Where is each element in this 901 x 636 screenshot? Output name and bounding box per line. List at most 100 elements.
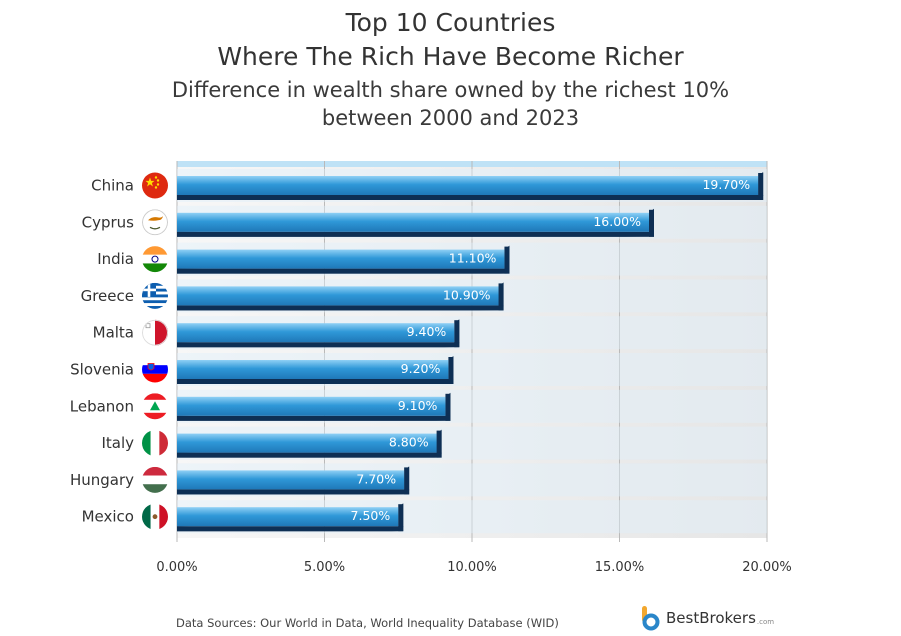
- bar-slovenia: [177, 360, 449, 379]
- flag-part: [142, 319, 155, 346]
- flag-map: [148, 216, 163, 221]
- bar-india: [177, 249, 505, 269]
- flag-fill: [142, 172, 168, 199]
- bar-bottom: [177, 526, 404, 532]
- chart-title-line-2: Where The Rich Have Become Richer: [217, 42, 684, 71]
- bar-mexico: [177, 507, 399, 527]
- bar-bottom: [177, 415, 451, 421]
- category-label: Italy: [101, 434, 134, 452]
- bar-side: [454, 320, 460, 348]
- flag-fill: [142, 209, 168, 236]
- brand-logo: BestBrokers .com: [640, 604, 774, 632]
- flag-fill: [142, 356, 168, 383]
- mexico-flag-icon: [142, 503, 168, 530]
- flag-part: [142, 356, 168, 366]
- x-tick-label: 0.00%: [156, 560, 197, 575]
- flag-branch: [149, 226, 161, 230]
- flag-part: [142, 373, 168, 383]
- flag-fill: [142, 282, 168, 309]
- flag-part: [142, 412, 168, 420]
- flag-fill: [142, 430, 168, 457]
- flag-border: [142, 209, 168, 236]
- flag-shield: [147, 363, 155, 371]
- flag-part: [142, 503, 151, 530]
- bar-value-label: 7.50%: [351, 508, 391, 523]
- flag-part: [142, 430, 151, 457]
- bar-side: [404, 467, 410, 495]
- bar-value-label: 8.80%: [389, 435, 429, 450]
- bar-bottom: [177, 195, 764, 200]
- flag-part: [142, 466, 168, 476]
- flag-part: [142, 263, 168, 273]
- bar-side: [445, 393, 451, 421]
- slovenia-flag-icon: [142, 356, 168, 383]
- brand-name: BestBrokers: [666, 609, 756, 627]
- flag-fill: [142, 393, 168, 420]
- data-source-note: Data Sources: Our World in Data, World I…: [176, 616, 559, 630]
- bar-bottom: [177, 231, 654, 237]
- bar-side: [448, 357, 454, 384]
- flag-part: [159, 503, 168, 530]
- flag-part: [142, 254, 168, 264]
- bar-side: [498, 283, 504, 311]
- x-tick-label: 10.00%: [447, 560, 497, 575]
- bar-side: [504, 246, 510, 274]
- hungary-flag-icon: [142, 466, 168, 493]
- bar-value-label: 7.70%: [356, 471, 396, 486]
- bestbrokers-logo-icon: [642, 606, 660, 631]
- category-label: India: [97, 250, 134, 268]
- bar-value-label: 11.10%: [449, 251, 497, 266]
- bar-bottom: [177, 452, 442, 458]
- x-tick-label: 15.00%: [595, 560, 645, 575]
- chart-subtitle-line-1: Difference in wealth share owned by the …: [171, 78, 730, 102]
- flag-part: [142, 288, 156, 292]
- flag-part: [155, 319, 168, 346]
- cyprus-flag-icon: [142, 209, 168, 236]
- flag-stripe: [142, 300, 168, 304]
- bar-bottom: [177, 489, 410, 495]
- bar-bottom: [177, 342, 460, 348]
- category-label: Greece: [81, 287, 134, 305]
- x-tick-label: 20.00%: [742, 560, 792, 575]
- bar-hungary: [177, 470, 405, 490]
- china-flag-icon: [142, 172, 168, 199]
- category-label: Hungary: [70, 471, 134, 489]
- greece-flag-icon: [142, 282, 168, 309]
- bar-cyprus: [177, 212, 649, 232]
- bar-malta: [177, 323, 455, 343]
- flag-part: [159, 430, 168, 457]
- bar-side: [758, 173, 764, 200]
- bar-bottom: [177, 268, 510, 274]
- lebanon-flag-icon: [142, 393, 168, 420]
- bar-side: [398, 504, 404, 532]
- flag-star: [154, 176, 158, 179]
- flag-emblem: [152, 514, 158, 520]
- flag-fill: [142, 503, 168, 530]
- bar-side: [436, 430, 442, 458]
- flag-fill: [142, 466, 168, 493]
- bar-value-label: 9.10%: [398, 398, 438, 413]
- bar-italy: [177, 433, 437, 453]
- flag-border: [142, 319, 168, 346]
- bar-value-label: 10.90%: [443, 287, 491, 302]
- flag-star: [156, 183, 160, 186]
- italy-flag-icon: [142, 430, 168, 457]
- flag-fill: [142, 319, 168, 346]
- category-label: China: [91, 177, 134, 195]
- flag-star: [156, 179, 160, 182]
- bar-value-label: 9.40%: [407, 324, 447, 339]
- flag-star: [154, 186, 158, 189]
- flag-george-cross: [145, 323, 151, 329]
- category-label: Malta: [93, 324, 134, 342]
- flag-part: [142, 484, 168, 493]
- bar-value-label: 19.70%: [702, 177, 750, 192]
- bar-lebanon: [177, 396, 446, 416]
- category-label: Slovenia: [70, 361, 134, 379]
- malta-flag-icon: [142, 319, 168, 346]
- flag-part: [142, 365, 168, 374]
- flag-stripe: [142, 297, 168, 301]
- bar-side: [649, 209, 654, 237]
- flag-part: [142, 172, 168, 199]
- bar-china: [177, 176, 759, 195]
